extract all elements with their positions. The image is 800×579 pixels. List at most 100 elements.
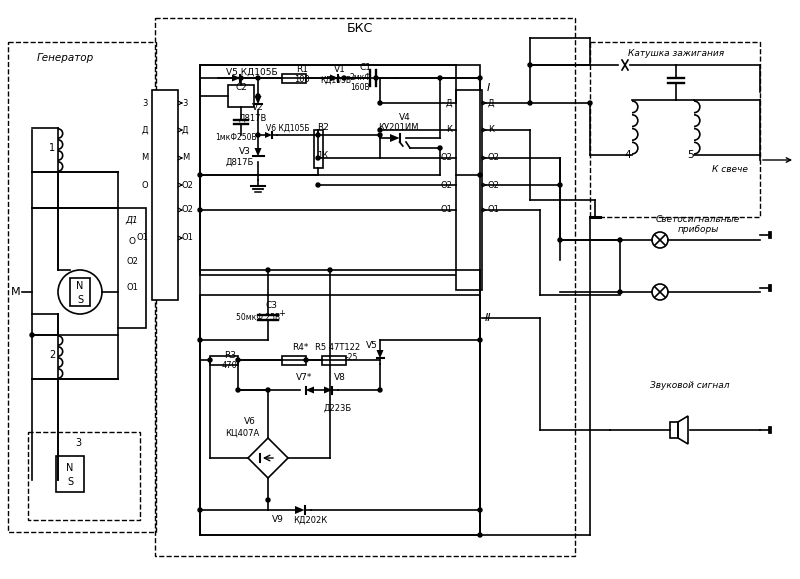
Text: V7*: V7* [296,373,312,383]
Text: 2мкФ: 2мкФ [349,74,371,82]
Polygon shape [265,132,272,138]
Text: C3: C3 [266,301,278,310]
Text: R5 47Т122: R5 47Т122 [315,343,361,353]
Circle shape [208,358,212,362]
Bar [118,208,146,328]
Circle shape [256,94,260,98]
Text: Д817В: Д817В [239,113,267,123]
Text: 5: 5 [686,150,694,160]
Bar [670,422,678,438]
Bar [28,432,140,520]
Text: +: + [278,309,286,317]
Circle shape [618,238,622,242]
Bar [200,65,480,275]
Circle shape [378,388,382,392]
Text: 3: 3 [75,438,81,448]
Text: Д: Д [446,98,452,108]
Circle shape [316,156,320,160]
Text: КД105Б: КД105Б [321,75,351,85]
Text: 1: 1 [49,143,55,153]
Text: К: К [446,126,452,134]
Text: О2: О2 [488,181,500,189]
Text: 4: 4 [625,150,631,160]
Circle shape [342,76,346,80]
Polygon shape [254,148,262,156]
Circle shape [236,358,240,362]
Text: О2: О2 [182,181,194,189]
Circle shape [438,76,442,80]
Circle shape [239,76,243,80]
Text: V3: V3 [239,148,251,156]
Text: C1: C1 [359,64,371,72]
Text: C2: C2 [235,83,247,93]
Text: приборы: приборы [678,225,718,234]
Text: Д: Д [488,98,494,108]
Bar [282,74,306,82]
Text: 50мкФ 25В: 50мкФ 25В [236,313,280,323]
Bar [590,42,760,217]
Text: R1: R1 [296,65,308,75]
Polygon shape [306,387,314,394]
Circle shape [528,101,532,105]
Text: V6: V6 [244,417,256,427]
Polygon shape [324,387,333,394]
Text: О2: О2 [488,153,500,163]
Bar [456,90,482,290]
Circle shape [266,388,270,392]
Circle shape [478,338,482,342]
Text: КД202К: КД202К [293,515,327,525]
Bar [322,356,346,365]
Circle shape [198,508,202,512]
Text: 3: 3 [142,98,148,108]
Polygon shape [330,75,338,82]
Text: М: М [141,153,148,163]
Text: 2: 2 [49,350,55,360]
Text: О2: О2 [440,181,452,189]
Text: О1: О1 [136,233,148,243]
Text: О: О [129,237,135,247]
Text: R4*: R4* [292,343,308,353]
Circle shape [378,128,382,132]
Circle shape [528,63,532,67]
Circle shape [266,498,270,502]
Circle shape [256,76,260,80]
Circle shape [478,533,482,537]
Circle shape [316,183,320,187]
Circle shape [198,173,202,177]
Text: О2: О2 [440,153,452,163]
Text: Светосигнальные: Светосигнальные [656,215,740,225]
Circle shape [378,101,382,105]
Text: Звуковой сигнал: Звуковой сигнал [650,380,730,390]
Text: Генератор: Генератор [36,53,94,63]
Circle shape [198,208,202,212]
Text: I: I [486,83,490,93]
Text: Д223Б: Д223Б [324,404,352,412]
Circle shape [236,388,240,392]
Text: N: N [66,463,74,473]
Circle shape [588,101,592,105]
Text: V6 КД105Б: V6 КД105Б [266,123,310,133]
Text: Д: Д [182,126,189,134]
Text: N: N [76,281,84,291]
Circle shape [328,268,332,272]
Text: КУ201ИМ: КУ201ИМ [378,123,418,133]
Text: -25: -25 [346,354,358,362]
Text: S: S [67,477,73,487]
Circle shape [316,133,320,137]
Bar [210,356,238,365]
Bar [282,356,306,365]
Circle shape [478,173,482,177]
Text: М: М [11,287,21,297]
Text: К: К [488,126,494,134]
Circle shape [618,290,622,294]
Text: 3: 3 [182,98,187,108]
Text: II: II [485,313,491,323]
Bar [152,90,178,300]
Text: К свече: К свече [712,166,748,174]
Text: R3: R3 [224,350,236,360]
Text: R2: R2 [317,123,329,133]
Bar [155,18,575,556]
Text: М: М [182,153,190,163]
Text: О1: О1 [440,206,452,214]
Text: Д1: Д1 [126,215,138,225]
